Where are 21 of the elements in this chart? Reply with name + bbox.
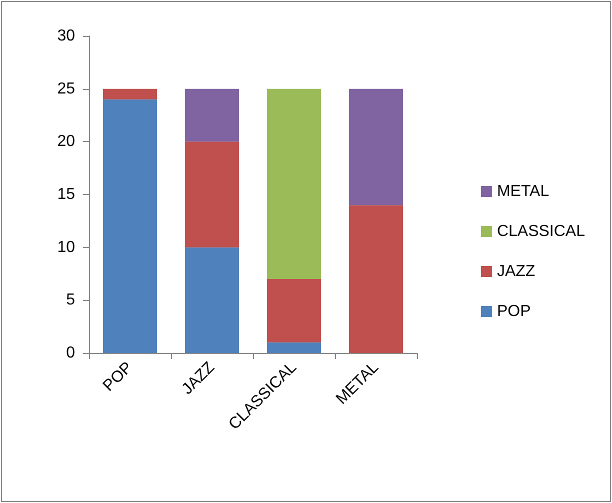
y-tick-label: 5 bbox=[66, 292, 76, 309]
bar bbox=[348, 205, 404, 353]
bar bbox=[266, 342, 322, 353]
bar bbox=[348, 88, 404, 206]
bar bbox=[266, 279, 322, 342]
bar bbox=[102, 99, 158, 353]
y-tick-label: 30 bbox=[57, 28, 76, 44]
y-tick-label: 20 bbox=[57, 133, 76, 150]
bar bbox=[266, 88, 322, 280]
legend-label: POP bbox=[496, 303, 531, 320]
y-tick-label: 25 bbox=[57, 80, 76, 98]
legend-label: METAL bbox=[496, 183, 550, 200]
y-tick-label: 10 bbox=[57, 238, 76, 256]
legend-label: CLASSICAL bbox=[496, 223, 586, 240]
y-tick-label: 15 bbox=[57, 186, 76, 203]
bar bbox=[184, 142, 240, 248]
bar bbox=[184, 88, 240, 142]
bar bbox=[184, 247, 240, 353]
y-tick-label: 0 bbox=[66, 344, 76, 362]
legend-label: JAZZ bbox=[496, 263, 536, 280]
bar bbox=[102, 88, 158, 100]
